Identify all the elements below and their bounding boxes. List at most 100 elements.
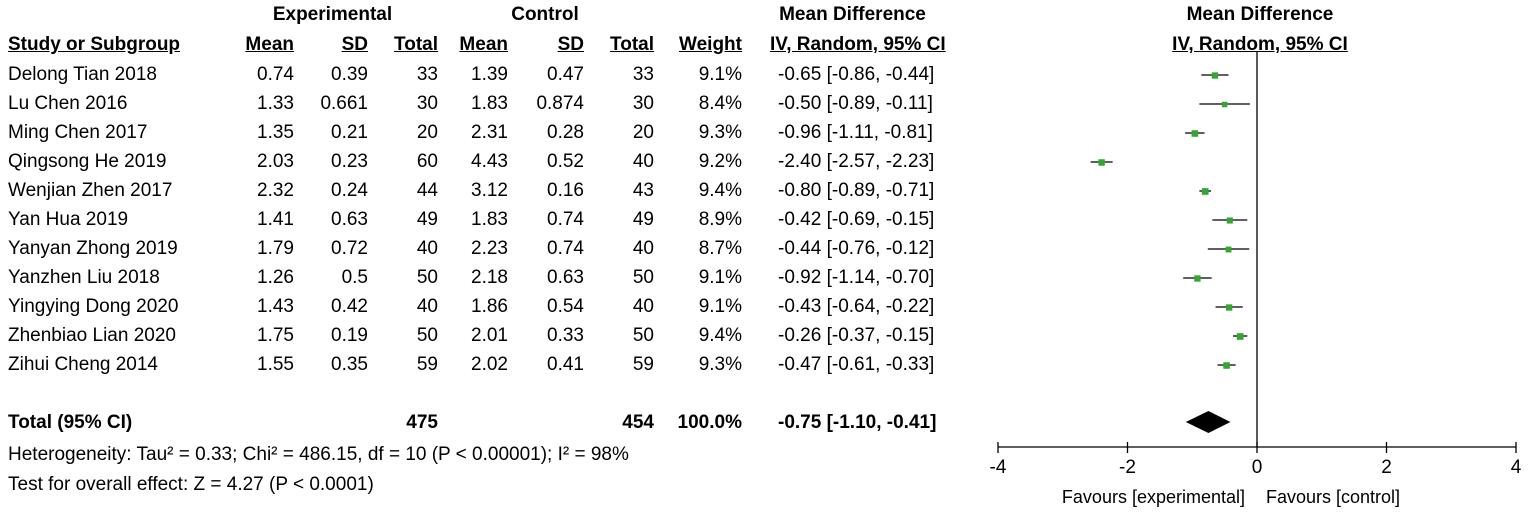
header-weight: Weight — [679, 34, 742, 55]
weight: 9.1% — [698, 267, 742, 288]
mean-difference-ci: -2.40 [-2.57, -2.23] — [778, 151, 935, 172]
n-experimental: 33 — [416, 64, 438, 85]
mean-experimental: 2.32 — [257, 180, 294, 201]
heterogeneity-text: Heterogeneity: Tau² = 0.33; Chi² = 486.1… — [8, 444, 629, 465]
study-point-marker — [1225, 304, 1233, 311]
favours-experimental-label: Favours [experimental] — [1061, 487, 1245, 507]
study-point-marker — [1236, 333, 1244, 340]
n-experimental: 30 — [416, 93, 438, 114]
study-name: Zhenbiao Lian 2020 — [8, 325, 176, 346]
weight: 8.7% — [698, 238, 742, 259]
study-point-marker — [1201, 188, 1209, 195]
study-name: Yanyan Zhong 2019 — [8, 238, 178, 259]
study-name: Ming Chen 2017 — [8, 122, 148, 143]
mean-control: 1.83 — [471, 209, 508, 230]
sd-experimental: 0.23 — [331, 151, 368, 172]
study-point-marker — [1225, 246, 1232, 253]
mean-experimental: 1.43 — [257, 296, 294, 317]
n-control: 40 — [632, 151, 654, 172]
total-weight: 100.0% — [677, 412, 742, 433]
n-control: 40 — [632, 296, 654, 317]
study-name: Yingying Dong 2020 — [8, 296, 179, 317]
sd-experimental: 0.21 — [331, 122, 368, 143]
n-control: 50 — [632, 325, 654, 346]
weight: 8.4% — [698, 93, 742, 114]
sd-experimental: 0.661 — [320, 93, 368, 114]
x-axis-tick-label: 2 — [1381, 457, 1392, 478]
study-point-marker — [1194, 275, 1201, 282]
header-mean-c: Mean — [459, 34, 508, 55]
n-control: 20 — [632, 122, 654, 143]
study-name: Yan Hua 2019 — [8, 209, 129, 230]
mean-difference-ci: -0.43 [-0.64, -0.22] — [778, 296, 935, 317]
n-control: 40 — [632, 238, 654, 259]
mean-control: 1.39 — [471, 64, 508, 85]
mean-control: 2.23 — [471, 238, 508, 259]
mean-control: 4.43 — [471, 151, 508, 172]
study-point-marker — [1211, 72, 1219, 79]
overall-effect-text: Test for overall effect: Z = 4.27 (P < 0… — [8, 474, 374, 495]
study-name: Qingsong He 2019 — [8, 151, 167, 172]
total-ci: -0.75 [-1.10, -0.41] — [778, 412, 937, 433]
sd-experimental: 0.63 — [331, 209, 368, 230]
mean-control: 2.31 — [471, 122, 508, 143]
sd-control: 0.54 — [547, 296, 584, 317]
sd-control: 0.74 — [547, 209, 584, 230]
sd-control: 0.41 — [547, 354, 584, 375]
weight: 9.4% — [698, 325, 742, 346]
sd-control: 0.33 — [547, 325, 584, 346]
sd-experimental: 0.19 — [331, 325, 368, 346]
n-control: 59 — [632, 354, 654, 375]
header-experimental: Experimental — [272, 4, 393, 25]
mean-experimental: 0.74 — [257, 64, 294, 85]
header-mean-difference-left: Mean Difference — [779, 4, 926, 25]
x-axis-tick-label: -2 — [1119, 457, 1136, 478]
header-sd-c: SD — [557, 34, 584, 55]
n-experimental: 60 — [416, 151, 438, 172]
favours-control-label: Favours [control] — [1266, 487, 1401, 507]
summary-diamond — [1185, 411, 1231, 433]
weight: 9.1% — [698, 296, 742, 317]
mean-control: 3.12 — [471, 180, 508, 201]
n-experimental: 40 — [416, 238, 438, 259]
mean-experimental: 1.26 — [257, 267, 294, 288]
study-name: Yanzhen Liu 2018 — [8, 267, 160, 288]
total-label: Total (95% CI) — [8, 412, 133, 433]
mean-control: 1.83 — [471, 93, 508, 114]
mean-experimental: 1.33 — [257, 93, 294, 114]
header-total-e: Total — [394, 34, 438, 55]
study-name: Lu Chen 2016 — [8, 93, 128, 114]
mean-difference-ci: -0.80 [-0.89, -0.71] — [778, 180, 935, 201]
header-study: Study or Subgroup — [8, 34, 181, 55]
mean-difference-ci: -0.26 [-0.37, -0.15] — [778, 325, 935, 346]
study-point-marker — [1098, 159, 1105, 166]
mean-experimental: 1.35 — [257, 122, 294, 143]
study-point-marker — [1221, 101, 1228, 108]
header-ci-left: IV, Random, 95% CI — [770, 34, 946, 55]
header-sd-e: SD — [341, 34, 368, 55]
mean-experimental: 2.03 — [257, 151, 294, 172]
n-control: 49 — [632, 209, 654, 230]
study-name: Delong Tian 2018 — [8, 64, 157, 85]
n-experimental: 59 — [416, 354, 438, 375]
mean-experimental: 1.75 — [257, 325, 294, 346]
n-experimental: 40 — [416, 296, 438, 317]
weight: 8.9% — [698, 209, 742, 230]
sd-control: 0.74 — [547, 238, 584, 259]
sd-control: 0.47 — [547, 64, 584, 85]
sd-experimental: 0.39 — [331, 64, 368, 85]
n-experimental: 49 — [416, 209, 438, 230]
x-axis-tick-label: 4 — [1511, 457, 1522, 478]
study-point-marker — [1223, 362, 1230, 369]
study-name: Wenjian Zhen 2017 — [8, 180, 173, 201]
mean-difference-ci: -0.47 [-0.61, -0.33] — [778, 354, 935, 375]
x-axis-tick-label: -4 — [990, 457, 1007, 478]
mean-difference-ci: -0.44 [-0.76, -0.12] — [778, 238, 935, 259]
mean-experimental: 1.41 — [257, 209, 294, 230]
sd-experimental: 0.42 — [331, 296, 368, 317]
sd-control: 0.63 — [547, 267, 584, 288]
header-mean-difference-right: Mean Difference — [1186, 4, 1334, 25]
sd-control: 0.28 — [547, 122, 584, 143]
mean-difference-ci: -0.92 [-1.14, -0.70] — [778, 267, 935, 288]
mean-difference-ci: -0.50 [-0.89, -0.11] — [778, 93, 933, 114]
